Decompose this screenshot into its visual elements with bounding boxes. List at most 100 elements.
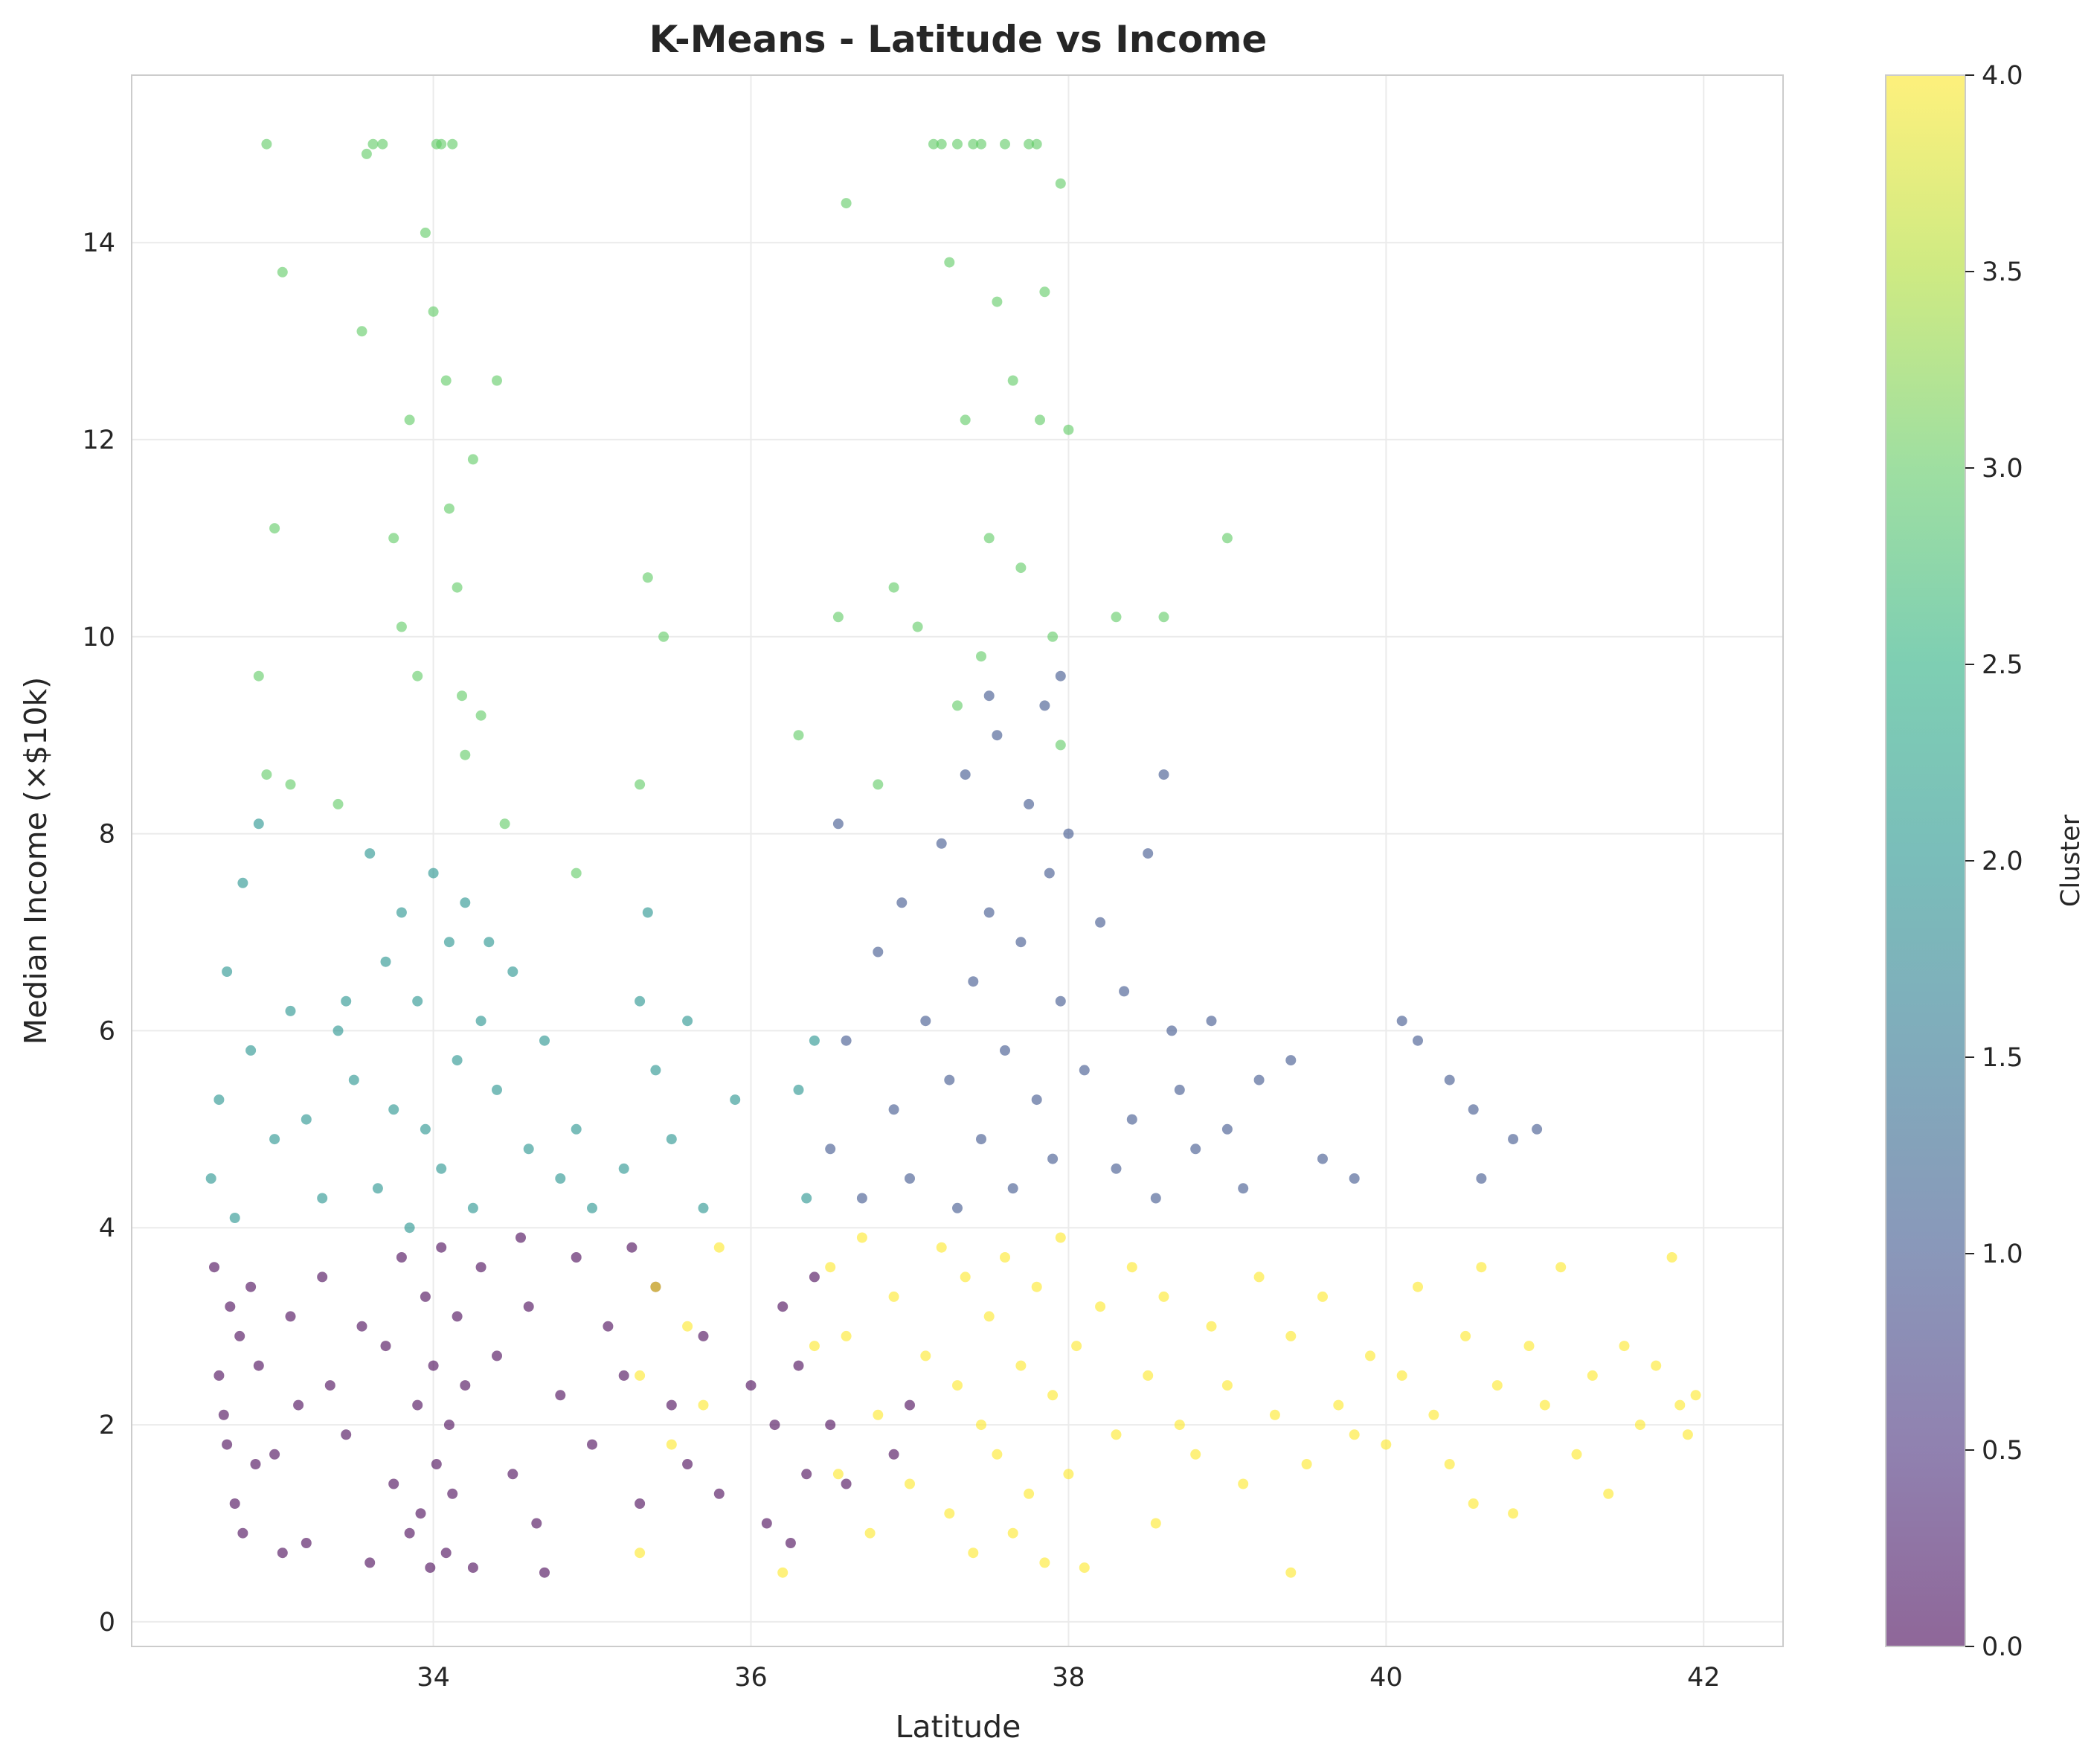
- data-point: [976, 651, 986, 662]
- data-point: [1491, 1380, 1503, 1391]
- data-point: [428, 306, 439, 317]
- data-point: [1468, 1104, 1479, 1115]
- data-point: [856, 1193, 867, 1204]
- data-point: [1007, 1183, 1018, 1194]
- grid-lines: [132, 75, 1783, 1646]
- data-point: [1095, 917, 1106, 928]
- data-point: [1333, 1399, 1344, 1411]
- data-point: [364, 1557, 376, 1568]
- data-point: [1253, 1074, 1265, 1085]
- chart-title: K-Means - Latitude vs Income: [649, 18, 1268, 61]
- data-point: [253, 818, 264, 830]
- data-point: [1000, 1252, 1010, 1263]
- data-point: [404, 414, 415, 426]
- data-point: [841, 1035, 852, 1046]
- data-point: [425, 1562, 436, 1574]
- data-point: [428, 1360, 439, 1371]
- data-point: [841, 1330, 852, 1341]
- data-point: [523, 1301, 534, 1312]
- y-axis-label: Median Income (×$10k): [18, 677, 54, 1045]
- y-tick-label: 2: [99, 1411, 115, 1440]
- data-point: [825, 1420, 836, 1431]
- data-point: [801, 1469, 812, 1480]
- plot-frame: [131, 74, 1784, 1647]
- data-point: [492, 1084, 502, 1095]
- data-point: [769, 1420, 780, 1431]
- data-point: [447, 1488, 458, 1499]
- data-point: [443, 503, 455, 514]
- data-point: [1158, 1291, 1169, 1302]
- data-point: [1000, 138, 1010, 150]
- data-point: [1071, 1341, 1082, 1352]
- colorbar-tick-label: 0.0: [1982, 1632, 2023, 1662]
- data-point: [936, 1242, 947, 1253]
- data-point: [245, 1281, 257, 1292]
- data-point: [1365, 1350, 1375, 1362]
- x-tick-label: 40: [1369, 1663, 1403, 1693]
- data-point: [443, 937, 455, 948]
- data-point: [1221, 533, 1233, 544]
- data-point: [499, 818, 510, 830]
- data-point: [380, 956, 391, 967]
- data-point: [1206, 1321, 1217, 1332]
- data-point: [523, 1144, 534, 1155]
- x-tick-label: 34: [417, 1663, 450, 1693]
- data-point: [1460, 1330, 1471, 1341]
- x-axis-ticks: 34 36 38 40 42: [417, 1663, 1720, 1693]
- data-point: [1682, 1429, 1693, 1440]
- data-point: [1055, 1232, 1066, 1243]
- data-point: [635, 1370, 646, 1381]
- data-point: [920, 1350, 931, 1362]
- data-point: [467, 1202, 478, 1213]
- data-point: [269, 1449, 280, 1460]
- data-point: [1174, 1084, 1185, 1095]
- data-point: [1119, 986, 1130, 997]
- data-point: [467, 454, 478, 465]
- data-point: [1024, 1488, 1035, 1499]
- data-point: [1619, 1341, 1630, 1352]
- y-tick-label: 6: [99, 1016, 115, 1046]
- data-point: [635, 779, 646, 790]
- data-point: [968, 976, 979, 987]
- data-point: [777, 1567, 789, 1578]
- data-point: [658, 631, 669, 642]
- data-point: [404, 1222, 415, 1234]
- data-point: [388, 1104, 399, 1115]
- data-point: [832, 1469, 844, 1480]
- y-tick-label: 12: [82, 426, 115, 455]
- data-point: [713, 1488, 725, 1499]
- data-point: [539, 1035, 550, 1046]
- data-point: [293, 1399, 304, 1411]
- data-point: [905, 1399, 915, 1411]
- y-tick-label: 8: [99, 820, 115, 850]
- data-point: [1476, 1173, 1487, 1184]
- data-point: [841, 1478, 852, 1489]
- data-point: [873, 779, 884, 790]
- colorbar-tick-label: 1.0: [1982, 1239, 2023, 1269]
- data-point: [745, 1380, 757, 1391]
- data-point: [507, 1469, 518, 1480]
- data-point: [1253, 1271, 1265, 1283]
- data-point: [1508, 1508, 1519, 1519]
- scatter-points: [205, 138, 1701, 1578]
- data-point: [380, 1341, 391, 1352]
- data-point: [1666, 1252, 1677, 1263]
- data-point: [1221, 1123, 1233, 1135]
- data-point: [420, 1291, 431, 1302]
- data-point: [1015, 562, 1027, 574]
- colorbar-tick-label: 4.0: [1982, 61, 2023, 91]
- data-point: [531, 1518, 542, 1529]
- data-point: [507, 966, 518, 977]
- data-point: [618, 1370, 629, 1381]
- data-point: [1150, 1193, 1161, 1204]
- data-point: [1269, 1409, 1280, 1420]
- data-point: [1111, 1163, 1122, 1174]
- data-point: [1126, 1114, 1137, 1125]
- data-point: [396, 907, 407, 918]
- data-point: [1349, 1429, 1360, 1440]
- data-point: [1674, 1399, 1686, 1411]
- data-point: [1150, 1518, 1161, 1529]
- data-point: [888, 1291, 899, 1302]
- data-point: [635, 1547, 646, 1559]
